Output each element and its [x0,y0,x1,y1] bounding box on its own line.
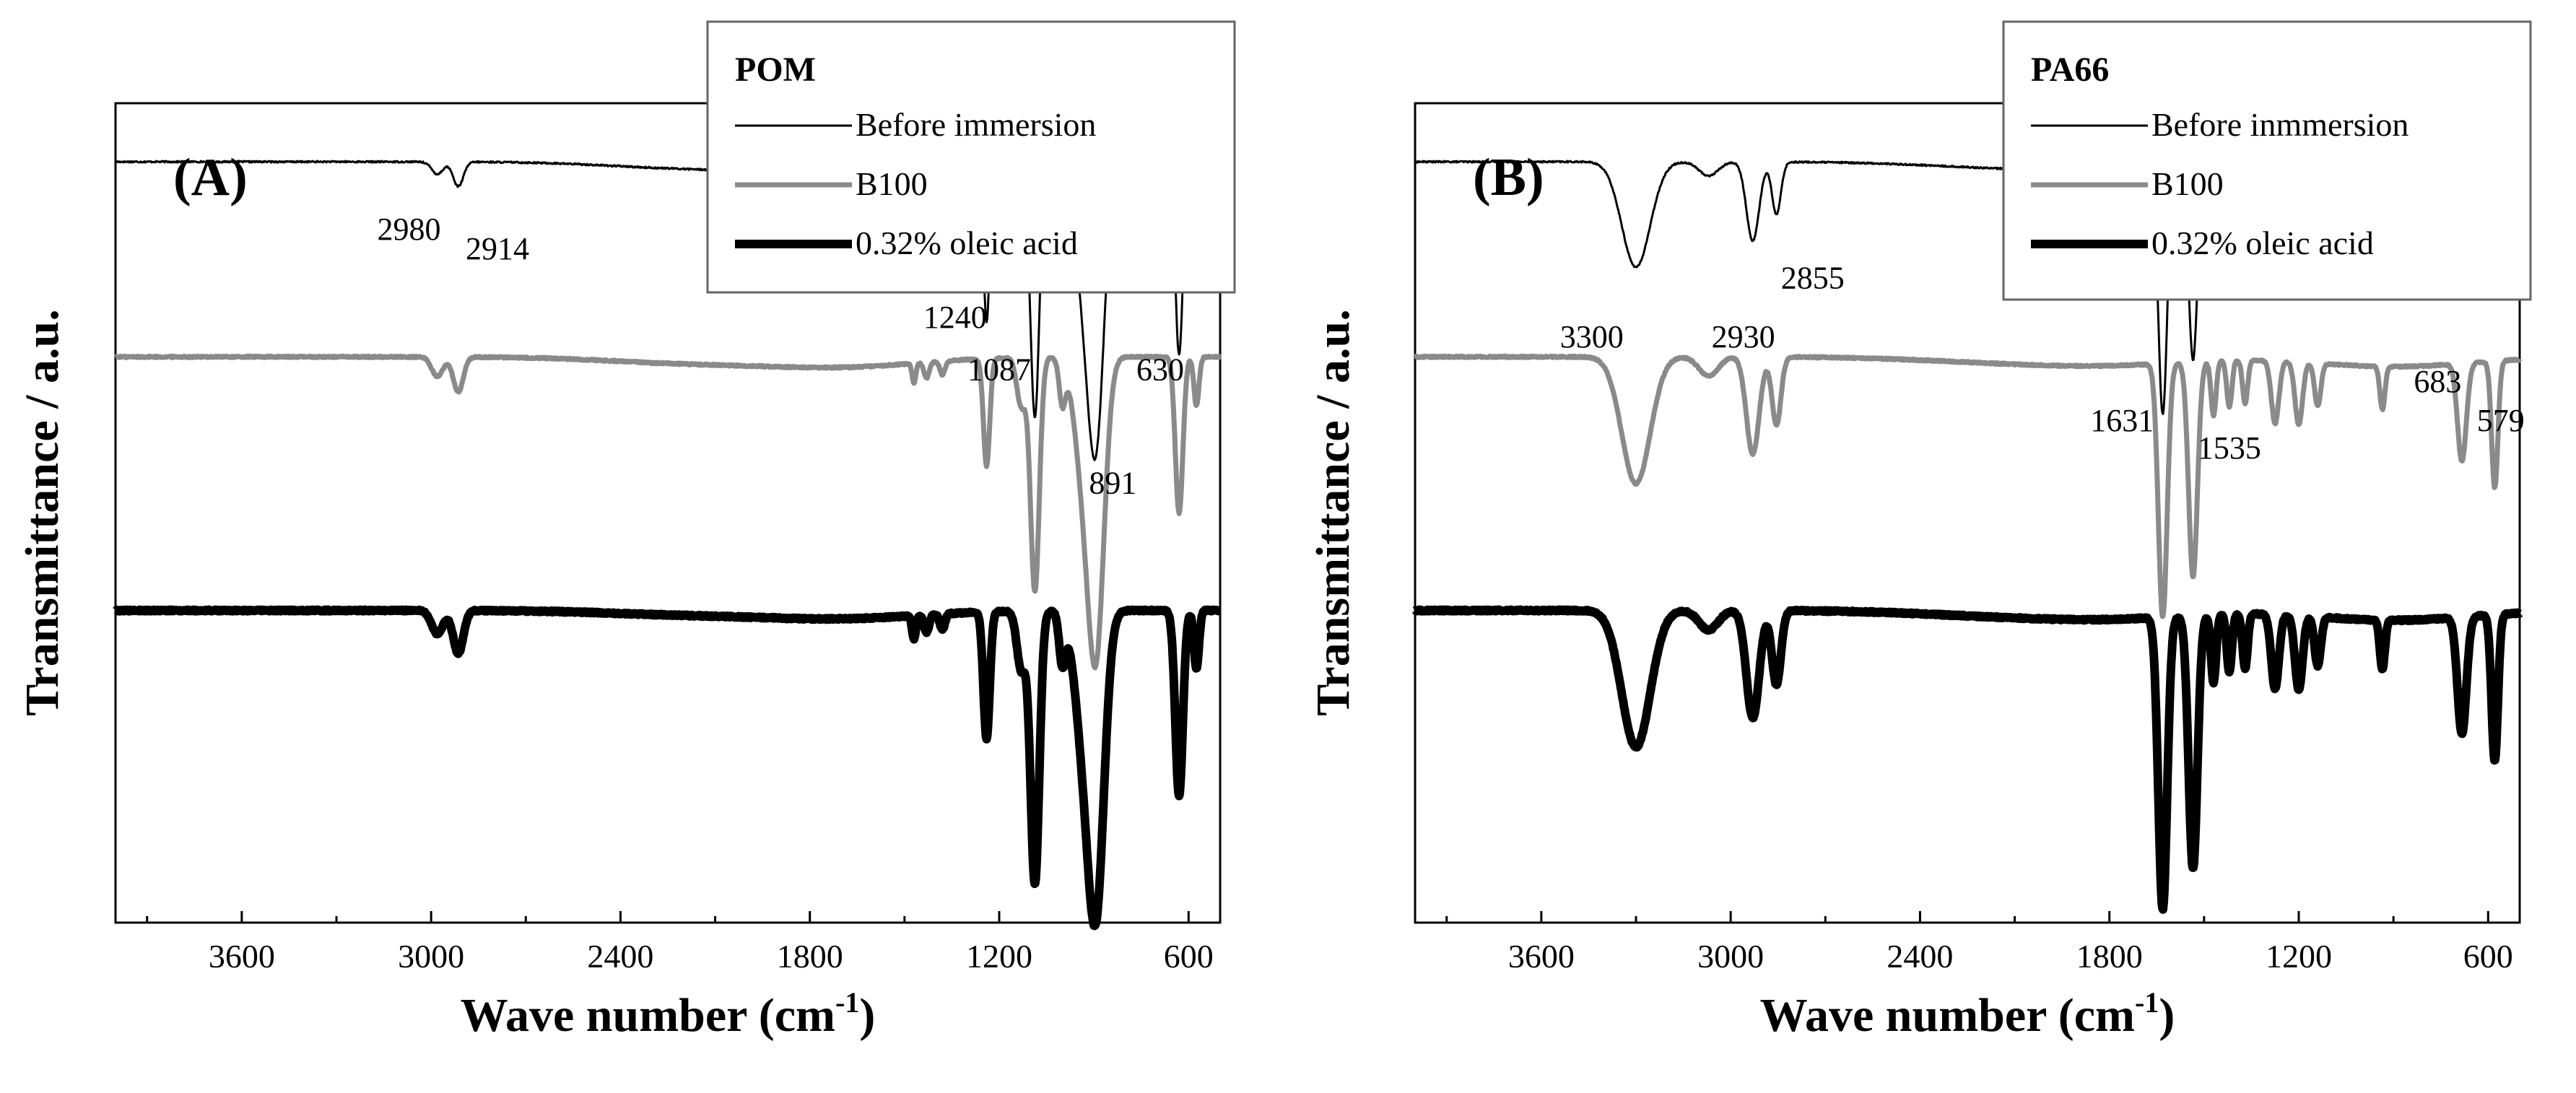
x-tick-label: 2400 [587,938,653,975]
legend-label-0: Before immersion [856,106,1096,143]
plot-frame [114,102,1222,924]
y-axis-label: Transmittance / a.u. [16,309,69,715]
series-line-2 [111,605,1224,931]
x-tick-label: 600 [1164,938,1214,975]
legend: POM Before immersion B100 0.32% oleic acid [706,20,1236,294]
legend-label-1: B100 [2151,165,2224,202]
series-line-1 [113,353,1222,671]
plot-frame [1414,102,2521,924]
series-line-1 [1413,353,2523,619]
x-tick-label: 3600 [1508,938,1575,975]
peak-annotation: 891 [1089,465,1136,500]
legend-title: PA66 [2031,51,2109,89]
panel-a: 3600 3000 2400 1800 1200 600 Wave number (cm-1… [16,20,1236,1042]
x-tick-label: 600 [2463,938,2513,975]
panel-label: (B) [1473,148,1544,207]
peak-annotation: 2914 [466,231,529,266]
x-tick-label: 3000 [398,938,464,975]
peak-annotation: 683 [2414,364,2461,399]
peak-annotation: 579 [2477,403,2525,438]
y-axis-label: Transmittance / a.u. [1307,309,1359,715]
x-axis-label: Wave number (cm-1) [461,986,876,1042]
legend-label-2: 0.32% oleic acid [2151,225,2374,261]
peak-annotation: 2980 [378,212,441,247]
peak-annotation: 3300 [1560,319,1624,354]
x-tick-label: 1200 [2266,938,2332,975]
legend-title: POM [735,51,816,89]
x-tick-label: 1800 [777,938,843,975]
peak-annotation: 2855 [1781,261,1845,296]
series-line-0 [114,160,1221,461]
legend: PA66 Before inmmersion B100 0.32% oleic aci… [2002,20,2532,301]
x-tick-label: 2400 [1887,938,1953,975]
peak-annotation: 2930 [1712,319,1775,354]
peak-annotation: 1240 [923,300,987,335]
x-tick-label: 1800 [2076,938,2143,975]
legend-label-2: 0.32% oleic acid [856,225,1078,261]
x-tick-label: 1200 [966,938,1032,975]
x-axis-label: Wave number (cm-1) [1760,986,2175,1042]
panel-label: (A) [173,148,248,207]
series-line-2 [1411,605,2524,914]
x-tick-label: 3000 [1697,938,1764,975]
panel-b: 3600 3000 2400 1800 1200 600 Wave number (cm-1… [1307,20,2532,1042]
legend-label-1: B100 [856,165,928,202]
legend-label-0: Before inmmersion [2151,106,2409,143]
peak-annotation: 630 [1136,352,1184,388]
peak-annotation: 1535 [2198,430,2261,466]
peak-annotation: 1631 [2090,403,2154,438]
x-tick-label: 3600 [209,938,275,975]
legend-box [2002,20,2532,301]
peak-annotation: 1087 [967,352,1031,388]
